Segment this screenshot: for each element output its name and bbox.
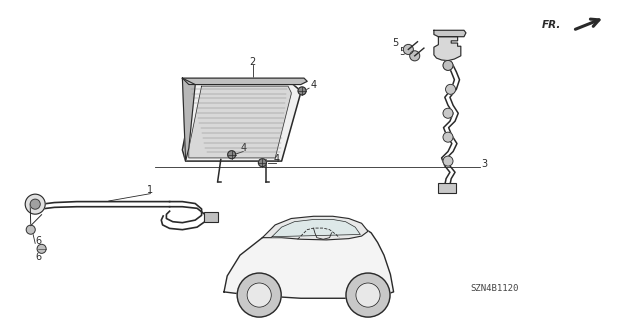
Text: 2: 2 [250, 57, 256, 67]
Circle shape [443, 132, 453, 142]
Polygon shape [182, 83, 301, 161]
Circle shape [25, 194, 45, 214]
Polygon shape [189, 86, 291, 158]
Polygon shape [434, 37, 461, 61]
Text: 1: 1 [147, 185, 154, 195]
Circle shape [30, 199, 40, 209]
Circle shape [26, 225, 35, 234]
Circle shape [228, 151, 236, 159]
Circle shape [443, 156, 453, 166]
Circle shape [410, 51, 420, 61]
Circle shape [443, 108, 453, 118]
Circle shape [37, 244, 46, 253]
Text: 3: 3 [481, 159, 488, 169]
Text: 4: 4 [273, 154, 280, 165]
Text: 5: 5 [392, 38, 399, 48]
Circle shape [298, 87, 306, 95]
Circle shape [259, 159, 266, 167]
Circle shape [237, 273, 281, 317]
Text: FR.: FR. [542, 20, 561, 30]
Circle shape [443, 60, 453, 70]
Text: 4: 4 [240, 143, 246, 153]
Polygon shape [224, 220, 394, 298]
Text: 4: 4 [310, 80, 317, 91]
Bar [438, 183, 456, 193]
Polygon shape [434, 30, 466, 37]
Text: 6: 6 [35, 252, 42, 262]
Circle shape [445, 84, 456, 94]
Circle shape [346, 273, 390, 317]
Circle shape [403, 44, 413, 55]
Bar [204, 212, 218, 222]
Polygon shape [272, 219, 360, 237]
Polygon shape [182, 78, 195, 161]
Text: 6: 6 [35, 236, 42, 246]
Circle shape [247, 283, 271, 307]
Circle shape [356, 283, 380, 307]
Polygon shape [182, 78, 307, 85]
Text: 5: 5 [399, 47, 405, 57]
Polygon shape [262, 216, 368, 240]
Text: SZN4B1120: SZN4B1120 [470, 284, 519, 293]
